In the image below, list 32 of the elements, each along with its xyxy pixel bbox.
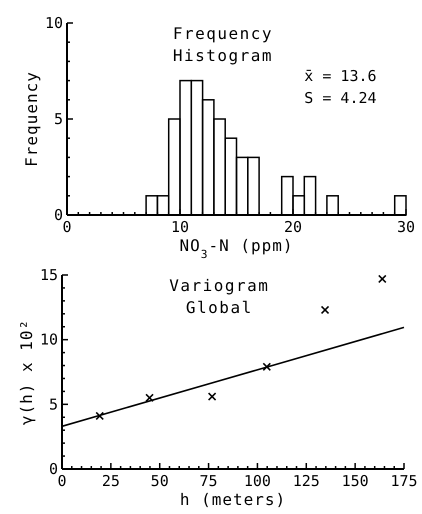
point <box>145 394 154 402</box>
x-axis-title: NO$_{3}$-N (ppm) <box>179 236 294 260</box>
annotation: x̄ = 13.6 <box>304 67 377 85</box>
x-tick-label: 175 <box>390 472 418 490</box>
x-tick-label: 75 <box>200 472 218 490</box>
x-tick-label: 150 <box>342 472 369 490</box>
x-tick-label: 20 <box>284 218 302 236</box>
x-tick-label: 30 <box>396 218 416 236</box>
y-tick-label: 10 <box>44 14 63 32</box>
text: Global <box>186 298 253 317</box>
point <box>378 274 387 284</box>
x-tick-label: 10 <box>170 218 190 236</box>
x-tick-label: 100 <box>244 472 271 490</box>
y-tick-label: 5 <box>54 110 63 128</box>
x-axis-title: h (meters) <box>180 490 286 509</box>
x-tick-label: 25 <box>102 472 120 490</box>
y-tick-label: 0 <box>54 206 63 224</box>
point <box>95 412 104 420</box>
y-tick-label: 0 <box>48 460 58 478</box>
y-axis-title: Frequency <box>22 71 41 167</box>
chart-title: Variogram <box>169 276 270 295</box>
point <box>262 362 272 372</box>
x-tick-label: 125 <box>292 472 320 490</box>
y-axis-title: γ(h) x 10² <box>17 318 36 426</box>
x-tick-label: 50 <box>150 472 169 490</box>
annotation: S = 4.24 <box>304 89 377 107</box>
point <box>320 306 330 314</box>
text: Frequency Histogram <box>172 24 274 65</box>
y-tick-label: 5 <box>48 395 58 414</box>
y-tick-label: 15 <box>40 266 58 284</box>
point <box>208 392 216 401</box>
y-tick-label: 10 <box>40 330 58 349</box>
